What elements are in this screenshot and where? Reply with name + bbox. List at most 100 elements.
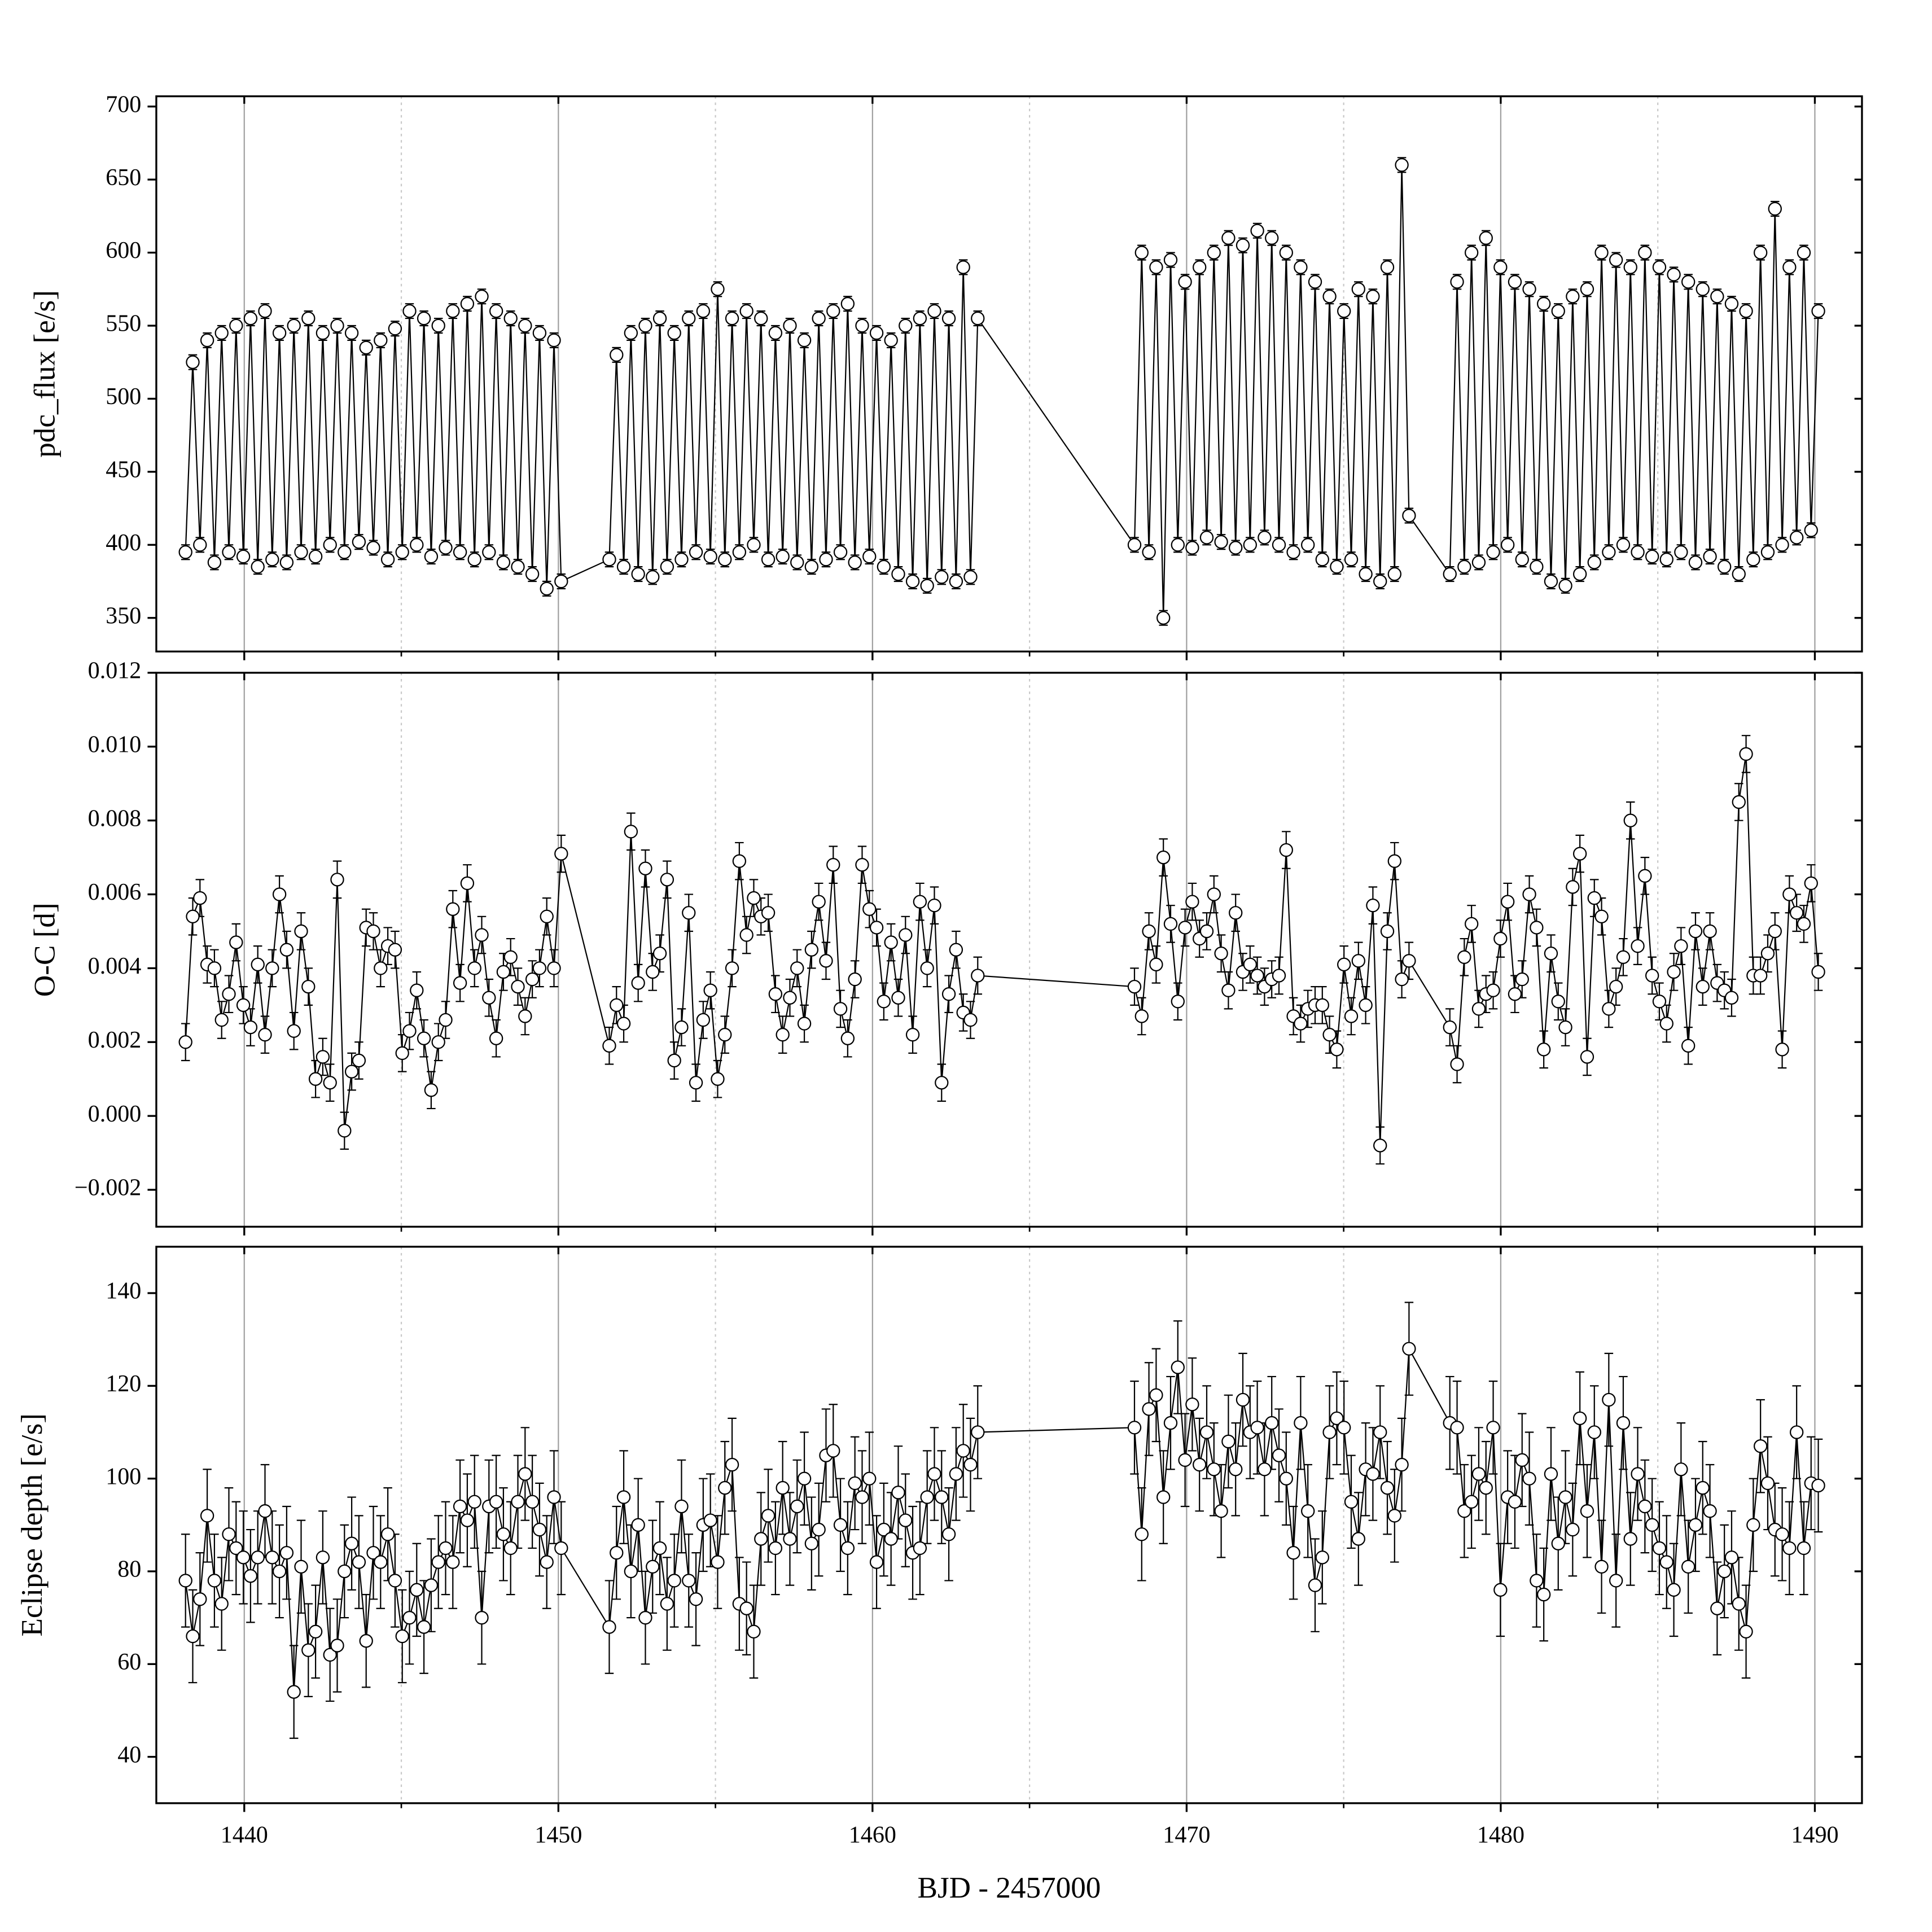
marker xyxy=(1717,559,1732,574)
marker xyxy=(711,1072,725,1086)
marker xyxy=(1760,1476,1775,1491)
y-tick-label: 0.002 xyxy=(88,1027,142,1053)
marker xyxy=(243,1569,258,1583)
marker xyxy=(1229,1462,1243,1477)
marker xyxy=(525,972,540,987)
y-tick-label: 0.006 xyxy=(88,879,142,905)
marker xyxy=(1464,246,1479,260)
marker xyxy=(1366,898,1380,913)
marker xyxy=(366,1545,380,1560)
marker xyxy=(1134,246,1149,260)
y-tick-label: 400 xyxy=(106,529,141,556)
marker xyxy=(1351,1532,1365,1546)
marker xyxy=(804,943,819,957)
marker xyxy=(1471,555,1486,569)
marker xyxy=(1351,282,1365,296)
panel-frame xyxy=(155,672,1863,1228)
marker xyxy=(417,311,431,326)
marker xyxy=(410,983,424,997)
y-tick-label: 600 xyxy=(106,237,141,264)
marker xyxy=(207,555,222,569)
y-axis-label: Eclipse depth [e/s] xyxy=(15,1413,49,1637)
y-tick-label: 100 xyxy=(106,1463,141,1489)
marker xyxy=(1797,1541,1811,1556)
marker xyxy=(222,545,236,559)
marker xyxy=(193,1592,207,1606)
marker xyxy=(1330,1042,1344,1057)
marker xyxy=(489,1031,503,1045)
marker xyxy=(503,950,518,964)
data-line xyxy=(185,753,1819,1146)
marker xyxy=(1616,950,1631,964)
marker xyxy=(323,1076,337,1090)
marker xyxy=(1580,282,1594,296)
marker xyxy=(826,1444,840,1458)
marker xyxy=(941,987,956,1001)
marker xyxy=(711,1555,725,1569)
marker xyxy=(1214,947,1228,961)
marker xyxy=(272,887,287,901)
marker xyxy=(287,1024,301,1038)
marker xyxy=(1551,1536,1565,1550)
y-tick-label: −0.002 xyxy=(75,1175,141,1201)
marker xyxy=(475,290,489,304)
marker xyxy=(1171,1360,1185,1374)
marker xyxy=(1207,887,1221,901)
marker xyxy=(1351,954,1365,968)
marker xyxy=(797,333,812,348)
y-tick-label: 450 xyxy=(106,457,141,483)
marker xyxy=(359,340,373,355)
marker xyxy=(1294,1017,1308,1031)
marker xyxy=(1789,531,1804,545)
marker xyxy=(660,1597,674,1611)
marker xyxy=(301,1643,316,1657)
marker xyxy=(652,311,667,326)
marker xyxy=(754,1532,768,1546)
marker xyxy=(1760,545,1775,559)
marker xyxy=(323,538,337,552)
marker xyxy=(1395,158,1409,172)
marker xyxy=(453,1499,467,1514)
marker xyxy=(1544,947,1558,961)
marker xyxy=(547,333,561,348)
marker xyxy=(1522,1471,1536,1486)
x-tick-label: 1480 xyxy=(1477,1821,1524,1848)
marker xyxy=(682,311,696,326)
marker xyxy=(482,545,496,559)
marker xyxy=(467,553,481,567)
marker xyxy=(431,1035,445,1049)
marker xyxy=(1171,995,1185,1009)
marker xyxy=(1359,567,1373,581)
marker xyxy=(279,943,294,957)
marker xyxy=(862,902,877,916)
y-tick-label: 0.004 xyxy=(88,953,142,979)
marker xyxy=(1315,998,1329,1013)
marker xyxy=(963,570,978,584)
marker xyxy=(1493,1583,1508,1597)
marker xyxy=(1652,1541,1667,1556)
marker xyxy=(1515,1453,1529,1467)
marker xyxy=(935,1490,949,1504)
marker xyxy=(1652,260,1667,274)
marker xyxy=(1250,969,1264,983)
y-axis-label: pdc_flux [e/s] xyxy=(28,290,61,458)
marker xyxy=(496,965,511,979)
marker xyxy=(638,318,652,333)
marker xyxy=(602,1620,616,1634)
marker xyxy=(388,1574,402,1588)
marker xyxy=(1760,947,1775,961)
marker xyxy=(453,976,467,990)
y-tick-label: 350 xyxy=(106,602,141,629)
marker xyxy=(1344,553,1359,567)
marker xyxy=(1402,509,1416,523)
marker xyxy=(1696,979,1710,994)
marker xyxy=(338,545,352,559)
marker xyxy=(518,318,532,333)
marker xyxy=(518,1467,532,1481)
marker xyxy=(359,1634,373,1648)
marker xyxy=(1279,246,1293,260)
marker xyxy=(330,318,344,333)
marker xyxy=(467,1495,481,1509)
marker xyxy=(1500,538,1515,552)
marker xyxy=(1142,924,1156,939)
